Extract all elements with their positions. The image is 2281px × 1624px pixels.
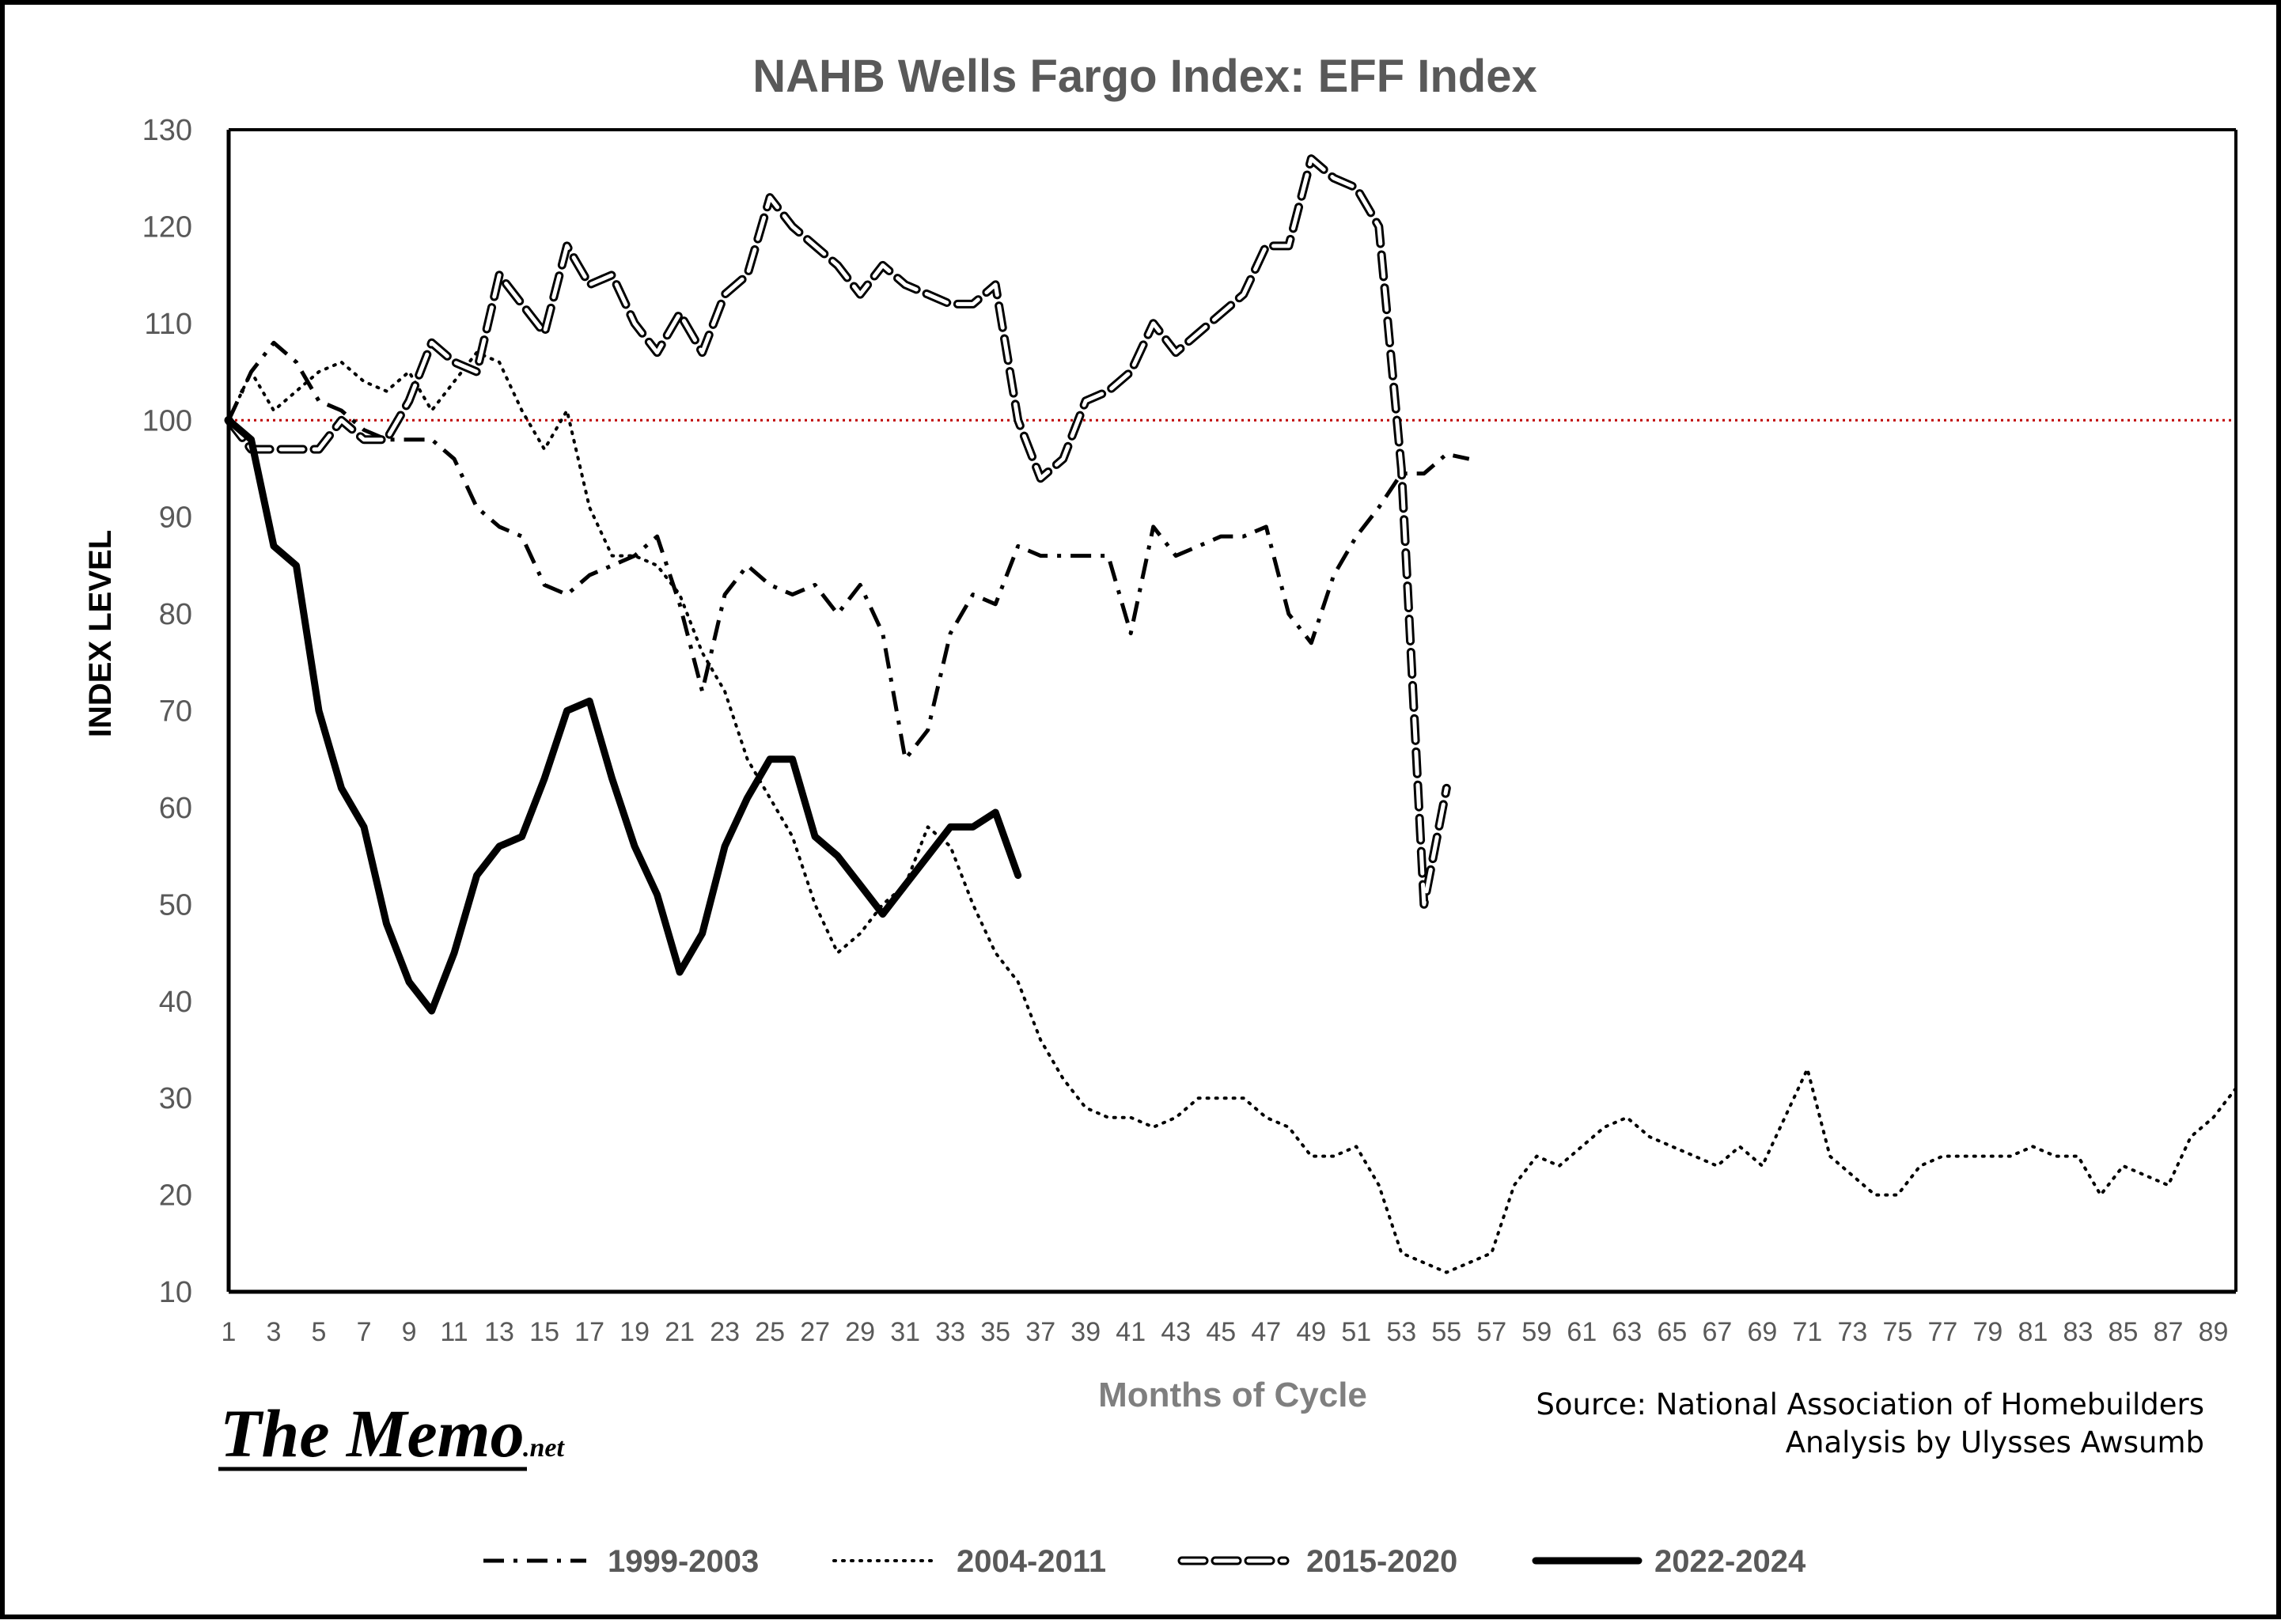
x-tick-label: 67 xyxy=(1702,1317,1732,1347)
x-tick-label: 51 xyxy=(1341,1317,1371,1347)
x-tick-label: 1 xyxy=(222,1317,237,1347)
x-tick-label: 33 xyxy=(935,1317,965,1347)
legend-entry: 2015-2020 xyxy=(1177,1544,1457,1579)
x-tick-label: 71 xyxy=(1792,1317,1822,1347)
x-tick-label: 69 xyxy=(1747,1317,1777,1347)
x-tick-label: 73 xyxy=(1837,1317,1867,1347)
y-tick-label: 30 xyxy=(159,1082,192,1115)
y-axis-title: INDEX LEVEL xyxy=(83,530,118,737)
x-tick-label: 23 xyxy=(710,1317,740,1347)
the-memo-logo: The Memo .net xyxy=(218,1395,566,1471)
line-chart: NAHB Wells Fargo Index: EFF Index 10 20 30… xyxy=(83,51,2237,1579)
series-2004-2011 xyxy=(227,350,2237,1274)
x-tick-label: 39 xyxy=(1070,1317,1101,1347)
x-tick-label: 53 xyxy=(1386,1317,1416,1347)
series-line xyxy=(225,416,1022,1015)
x-tick-label: 83 xyxy=(2063,1317,2093,1347)
legend-label: 2015-2020 xyxy=(1306,1544,1457,1579)
x-tick-label: 65 xyxy=(1657,1317,1687,1347)
logo-text: The Memo xyxy=(220,1395,525,1471)
x-tick-label: 79 xyxy=(1973,1317,2003,1347)
y-tick-label: 130 xyxy=(142,114,192,147)
x-tick-label: 57 xyxy=(1476,1317,1506,1347)
logo-suffix: .net xyxy=(523,1433,566,1463)
y-tick-label: 90 xyxy=(159,502,192,535)
y-tick-label: 70 xyxy=(159,695,192,729)
y-tick-label: 40 xyxy=(159,986,192,1019)
series-line xyxy=(227,350,2237,1274)
legend-label: 2022-2024 xyxy=(1654,1544,1806,1579)
y-tick-label: 20 xyxy=(159,1179,192,1213)
x-tick-label: 9 xyxy=(402,1317,417,1347)
legend-entry: 2022-2024 xyxy=(1532,1544,1806,1579)
x-tick-label: 41 xyxy=(1116,1317,1146,1347)
y-tick-label: 120 xyxy=(142,210,192,244)
x-tick-label: 31 xyxy=(890,1317,920,1347)
x-tick-label: 17 xyxy=(574,1317,604,1347)
x-tick-label: 3 xyxy=(267,1317,282,1347)
x-tick-label: 7 xyxy=(357,1317,372,1347)
y-tick-label: 10 xyxy=(159,1276,192,1309)
y-tick-label: 100 xyxy=(142,404,192,437)
x-axis-title: Months of Cycle xyxy=(1098,1376,1367,1414)
x-tick-label: 61 xyxy=(1567,1317,1597,1347)
x-tick-label: 55 xyxy=(1431,1317,1461,1347)
x-tick-label: 27 xyxy=(800,1317,830,1347)
legend-entry: 1999-2003 xyxy=(483,1544,759,1579)
series-2015-2020 xyxy=(224,154,1451,909)
x-tick-labels: 1 3 5 7 9 11 13 15 17 19 21 23 25 27 29 31 33 35 37 39 41 43 4… xyxy=(222,1317,2229,1347)
x-tick-label: 87 xyxy=(2154,1317,2184,1347)
x-tick-label: 21 xyxy=(665,1317,695,1347)
series-line xyxy=(224,154,1451,909)
chart-title: NAHB Wells Fargo Index: EFF Index xyxy=(752,51,1537,102)
x-tick-label: 75 xyxy=(1883,1317,1913,1347)
series-line xyxy=(226,340,1470,762)
x-tick-label: 81 xyxy=(2018,1317,2048,1347)
x-tick-label: 45 xyxy=(1206,1317,1236,1347)
y-tick-label: 80 xyxy=(159,598,192,631)
x-tick-label: 49 xyxy=(1296,1317,1326,1347)
x-tick-label: 35 xyxy=(980,1317,1010,1347)
y-tick-label: 50 xyxy=(159,888,192,922)
legend: 1999-2003 2004-2011 2015-2020 2022-2024 xyxy=(483,1544,1806,1579)
legend-label: 1999-2003 xyxy=(608,1544,759,1579)
x-tick-label: 77 xyxy=(1928,1317,1958,1347)
series-1999-2003 xyxy=(226,340,1470,762)
x-tick-label: 25 xyxy=(755,1317,785,1347)
x-tick-label: 47 xyxy=(1251,1317,1281,1347)
x-tick-label: 43 xyxy=(1161,1317,1191,1347)
legend-entry: 2004-2011 xyxy=(832,1544,1106,1579)
x-tick-label: 13 xyxy=(484,1317,514,1347)
series-2022-2024 xyxy=(225,416,1022,1015)
x-tick-label: 37 xyxy=(1025,1317,1055,1347)
legend-label: 2004-2011 xyxy=(957,1544,1106,1579)
y-tick-label: 60 xyxy=(159,792,192,825)
x-tick-label: 5 xyxy=(312,1317,327,1347)
source-line-2: Analysis by Ulysses Awsumb xyxy=(1786,1425,2204,1459)
x-tick-label: 19 xyxy=(620,1317,650,1347)
y-tick-labels: 10 20 30 40 50 60 70 80 90 100 110 120 130 xyxy=(142,114,192,1309)
x-tick-label: 89 xyxy=(2199,1317,2229,1347)
source-line-1: Source: National Association of Homebuil… xyxy=(1536,1387,2204,1421)
x-tick-label: 15 xyxy=(529,1317,559,1347)
series-line-inner xyxy=(226,157,1449,907)
x-tick-label: 29 xyxy=(845,1317,875,1347)
x-tick-label: 11 xyxy=(440,1317,468,1347)
x-tick-label: 59 xyxy=(1521,1317,1552,1347)
x-tick-label: 85 xyxy=(2109,1317,2139,1347)
x-tick-label: 63 xyxy=(1612,1317,1642,1347)
y-tick-label: 110 xyxy=(144,308,192,341)
series-lines xyxy=(224,154,2237,1274)
